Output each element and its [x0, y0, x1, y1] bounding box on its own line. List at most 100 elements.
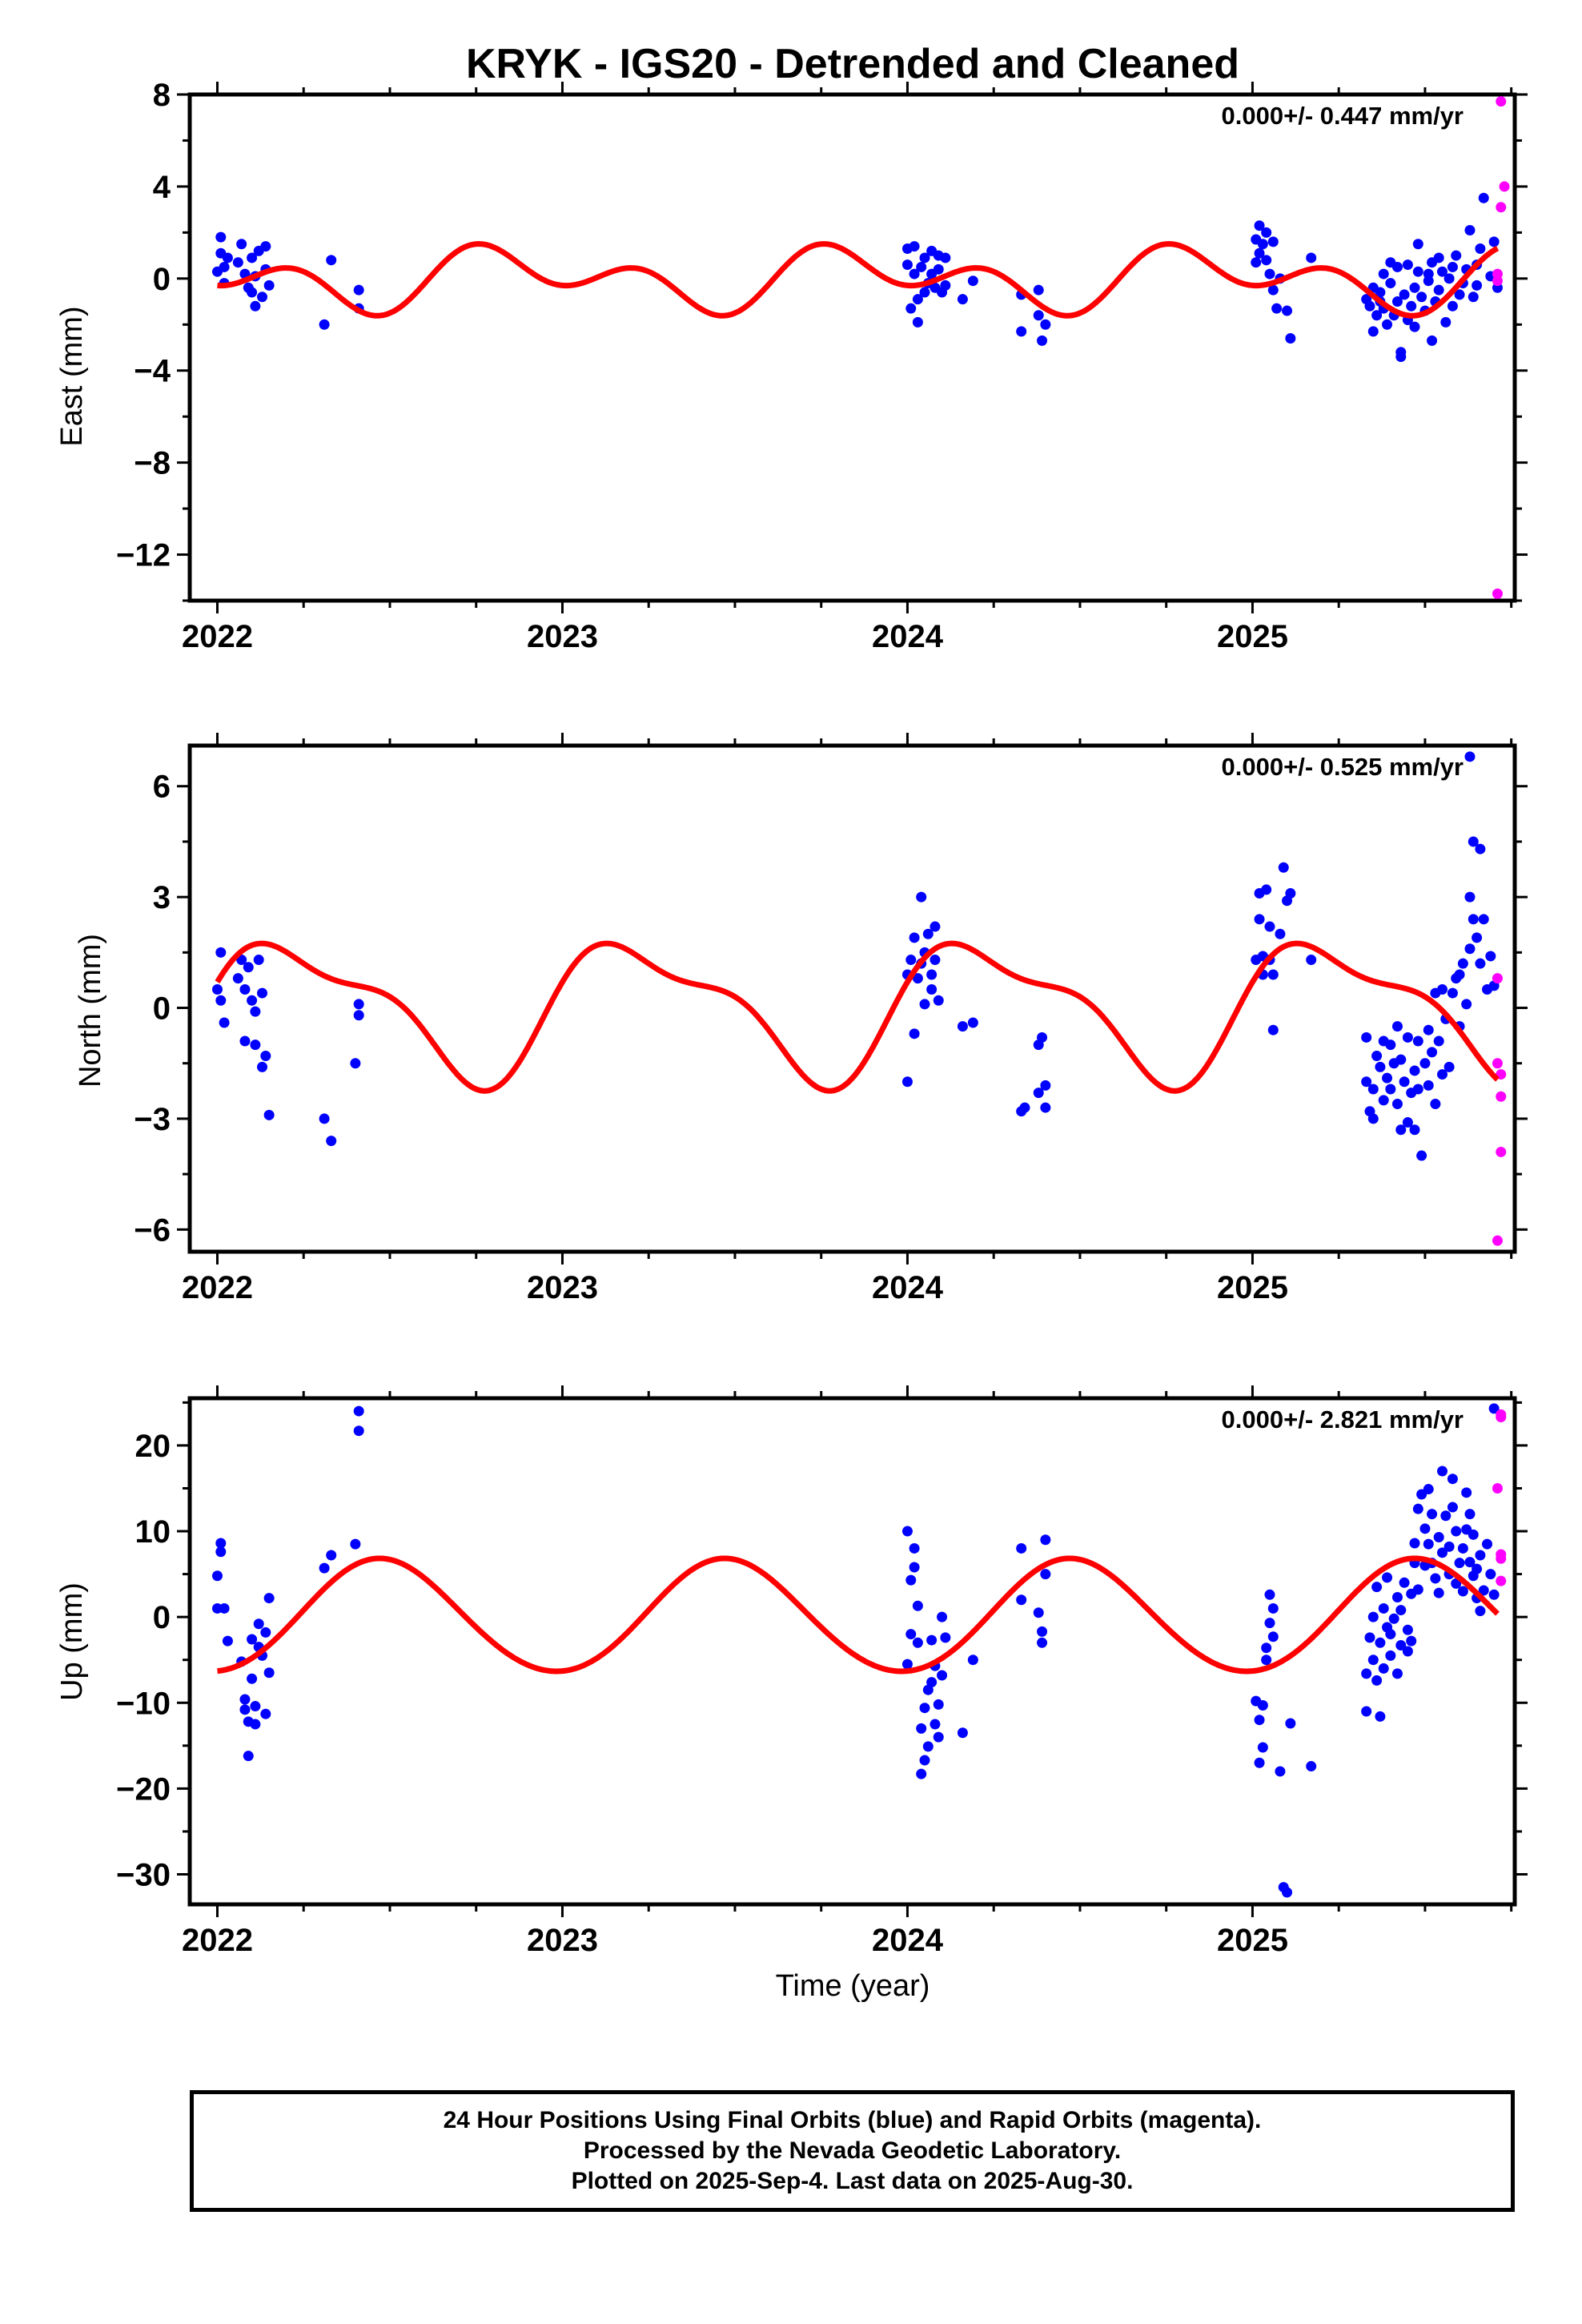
north-final-point — [260, 1051, 271, 1062]
east-final-point — [1447, 261, 1458, 272]
up-final-point — [1364, 1632, 1375, 1643]
up-final-point — [922, 1741, 934, 1752]
up-final-point — [912, 1637, 923, 1648]
east-final-point — [257, 292, 268, 303]
north-final-point — [1391, 1021, 1403, 1032]
north-final-point — [1433, 1035, 1444, 1047]
up-final-point — [1037, 1637, 1048, 1648]
north-final-point — [909, 932, 920, 943]
east-final-point — [1371, 310, 1383, 321]
up-final-point — [912, 1600, 923, 1611]
north-final-point — [1464, 943, 1476, 955]
east-final-point — [1475, 243, 1486, 254]
up-final-point — [1406, 1635, 1417, 1647]
north-final-point — [1454, 969, 1465, 980]
north-final-point — [930, 955, 941, 966]
east-final-point — [933, 263, 944, 275]
up-final-point — [1443, 1541, 1455, 1552]
up-final-point — [263, 1667, 275, 1679]
up-final-point — [1433, 1587, 1444, 1598]
east-final-point — [1261, 227, 1272, 238]
east-final-point — [1412, 239, 1423, 250]
north-y-tick-label: −3 — [134, 1102, 171, 1137]
east-final-point — [909, 268, 920, 279]
north-final-point — [215, 947, 227, 958]
up-final-point — [1412, 1503, 1423, 1514]
north-final-point — [250, 1039, 261, 1051]
up-final-point — [926, 1634, 938, 1646]
north-final-point — [1367, 1113, 1379, 1124]
east-final-point — [1472, 279, 1483, 291]
north-final-point — [1443, 1061, 1455, 1072]
east-final-point — [1402, 259, 1413, 271]
north-final-point — [211, 983, 223, 995]
east-final-point — [1254, 220, 1265, 231]
up-final-point — [1419, 1523, 1431, 1534]
up-final-point — [1402, 1646, 1413, 1657]
east-final-point — [909, 241, 920, 252]
north-panel: North (mm) 0.000+/- 0.525 mm/yr 2022 2023… — [74, 733, 1528, 1305]
north-final-point — [1423, 1024, 1434, 1035]
north-x-tick-label: 2024 — [872, 1270, 944, 1305]
caption-line-2: Processed by the Nevada Geodetic Laborat… — [583, 2137, 1122, 2164]
north-final-point — [1412, 1035, 1423, 1047]
north-final-point — [1464, 891, 1476, 903]
up-y-tick-label: −30 — [116, 1858, 171, 1893]
east-rapid-point — [1496, 96, 1507, 107]
caption-line-1: 24 Hour Positions Using Final Orbits (bl… — [443, 2107, 1262, 2133]
north-final-point — [930, 921, 941, 932]
east-final-point — [940, 279, 951, 291]
north-final-point — [1285, 888, 1296, 899]
east-final-point — [1271, 303, 1283, 314]
up-final-point — [1412, 1584, 1423, 1595]
up-final-point — [1475, 1606, 1486, 1617]
east-final-point — [1385, 278, 1396, 289]
up-final-point — [1485, 1569, 1496, 1580]
up-final-point — [1264, 1589, 1275, 1600]
up-final-point — [1451, 1526, 1462, 1537]
east-final-point — [1416, 292, 1427, 303]
east-final-point — [1427, 335, 1438, 346]
up-final-point — [1433, 1532, 1444, 1543]
up-final-point — [1382, 1572, 1393, 1583]
north-final-point — [1475, 843, 1486, 854]
up-final-point — [1016, 1542, 1027, 1554]
north-final-point — [905, 955, 917, 966]
east-final-point — [1040, 319, 1051, 330]
east-final-point — [1251, 257, 1262, 268]
north-final-point — [1040, 1080, 1051, 1091]
north-rapid-point — [1492, 1058, 1503, 1069]
north-final-point — [922, 928, 934, 939]
north-final-point — [350, 1058, 361, 1069]
east-final-point — [219, 261, 230, 272]
north-final-point — [219, 1017, 230, 1028]
east-final-point — [236, 239, 247, 250]
up-final-point — [1254, 1715, 1265, 1726]
north-final-point — [326, 1136, 337, 1147]
up-final-point — [1478, 1585, 1489, 1596]
up-y-axis-label: Up (mm) — [55, 1582, 89, 1701]
east-final-point — [1033, 284, 1044, 296]
up-final-point — [1391, 1592, 1403, 1603]
up-final-point — [350, 1538, 361, 1550]
east-x-tick-label: 2025 — [1217, 619, 1288, 654]
up-final-point — [260, 1626, 271, 1638]
up-final-point — [1282, 1887, 1293, 1898]
up-final-point — [1475, 1550, 1486, 1561]
east-final-point — [1016, 326, 1027, 337]
up-final-point — [1371, 1675, 1383, 1686]
up-final-point — [916, 1768, 927, 1779]
east-final-point — [1433, 252, 1444, 263]
up-final-point — [253, 1618, 264, 1630]
up-final-point — [1457, 1586, 1468, 1597]
east-final-point — [1364, 300, 1375, 312]
north-final-point — [1037, 1031, 1048, 1043]
up-final-point — [1461, 1487, 1472, 1498]
up-final-point — [1436, 1547, 1447, 1558]
east-final-point — [967, 275, 978, 287]
east-rapid-point — [1492, 275, 1503, 287]
up-final-point — [1378, 1602, 1389, 1614]
up-x-tick-label: 2024 — [872, 1923, 944, 1958]
north-final-point — [1306, 955, 1317, 966]
up-final-point — [1423, 1484, 1434, 1495]
